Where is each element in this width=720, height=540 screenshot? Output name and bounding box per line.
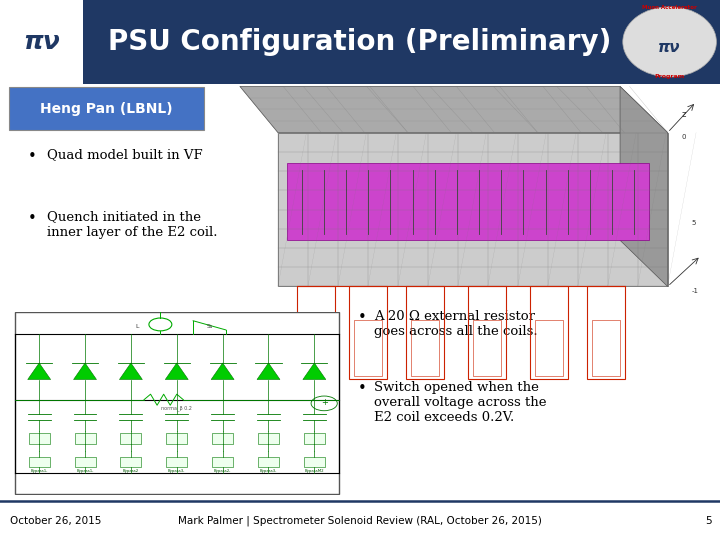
Polygon shape: [278, 132, 667, 286]
FancyBboxPatch shape: [29, 433, 50, 444]
FancyBboxPatch shape: [258, 457, 279, 467]
Text: •: •: [358, 310, 366, 326]
FancyBboxPatch shape: [212, 433, 233, 444]
Text: -1: -1: [691, 288, 698, 294]
Text: •: •: [358, 240, 366, 255]
Text: October 26, 2015: October 26, 2015: [10, 516, 102, 525]
Text: πν: πν: [23, 30, 60, 54]
Polygon shape: [73, 363, 96, 380]
Text: Bypass3,: Bypass3,: [168, 469, 186, 474]
Text: z: z: [682, 110, 686, 119]
Circle shape: [311, 396, 337, 411]
Text: Bypass2,: Bypass2,: [214, 469, 231, 474]
Text: Bypass1,: Bypass1,: [76, 469, 94, 474]
Text: S₁: S₁: [207, 324, 212, 329]
Text: •: •: [358, 381, 366, 396]
FancyBboxPatch shape: [14, 313, 339, 494]
Text: norma_β 0.2: norma_β 0.2: [161, 405, 192, 410]
Polygon shape: [120, 363, 143, 380]
Text: Program: Program: [654, 75, 685, 79]
Text: •: •: [28, 211, 37, 226]
Polygon shape: [303, 363, 326, 380]
Polygon shape: [240, 86, 667, 132]
Polygon shape: [211, 363, 234, 380]
Text: 0: 0: [682, 134, 686, 140]
Text: PSU Configuration (Preliminary): PSU Configuration (Preliminary): [108, 28, 612, 56]
Polygon shape: [166, 363, 188, 380]
FancyBboxPatch shape: [304, 433, 325, 444]
Polygon shape: [257, 363, 280, 380]
FancyBboxPatch shape: [9, 87, 204, 130]
Text: All coils are powered by a
single powers supply.: All coils are powered by a single powers…: [374, 240, 548, 268]
Text: Switch opened when the
overall voltage across the
E2 coil exceeds 0.2V.: Switch opened when the overall voltage a…: [374, 381, 547, 424]
Text: A 20 Ω external resistor
goes across all the coils.: A 20 Ω external resistor goes across all…: [374, 310, 538, 339]
FancyBboxPatch shape: [75, 457, 96, 467]
FancyBboxPatch shape: [258, 433, 279, 444]
Text: BypassM2: BypassM2: [305, 469, 324, 474]
FancyBboxPatch shape: [75, 433, 96, 444]
Text: •: •: [28, 148, 37, 164]
FancyBboxPatch shape: [287, 163, 649, 240]
FancyBboxPatch shape: [166, 457, 187, 467]
FancyBboxPatch shape: [212, 457, 233, 467]
Polygon shape: [620, 86, 667, 286]
Text: Quench initiated in the
inner layer of the E2 coil.: Quench initiated in the inner layer of t…: [47, 211, 217, 239]
Text: Quad model built in VF: Quad model built in VF: [47, 148, 202, 161]
Text: Muon Accelerator: Muon Accelerator: [642, 5, 697, 10]
FancyBboxPatch shape: [0, 0, 83, 84]
Text: Bypass3,: Bypass3,: [260, 469, 277, 474]
Polygon shape: [27, 363, 50, 380]
FancyBboxPatch shape: [120, 433, 141, 444]
Circle shape: [149, 318, 172, 331]
Text: πν: πν: [658, 40, 681, 55]
Text: Mark Palmer | Spectrometer Solenoid Review (RAL, October 26, 2015): Mark Palmer | Spectrometer Solenoid Revi…: [178, 515, 542, 526]
Text: 5: 5: [705, 516, 711, 525]
FancyBboxPatch shape: [120, 457, 141, 467]
Circle shape: [623, 6, 716, 77]
Text: Bypass1,: Bypass1,: [30, 469, 48, 474]
Text: +: +: [320, 398, 328, 407]
FancyBboxPatch shape: [29, 457, 50, 467]
Text: L: L: [135, 324, 139, 329]
Text: Heng Pan (LBNL): Heng Pan (LBNL): [40, 102, 173, 116]
Text: 5: 5: [691, 220, 696, 226]
FancyBboxPatch shape: [0, 0, 720, 84]
FancyBboxPatch shape: [166, 433, 187, 444]
FancyBboxPatch shape: [304, 457, 325, 467]
Text: Bypass2: Bypass2: [123, 469, 139, 474]
